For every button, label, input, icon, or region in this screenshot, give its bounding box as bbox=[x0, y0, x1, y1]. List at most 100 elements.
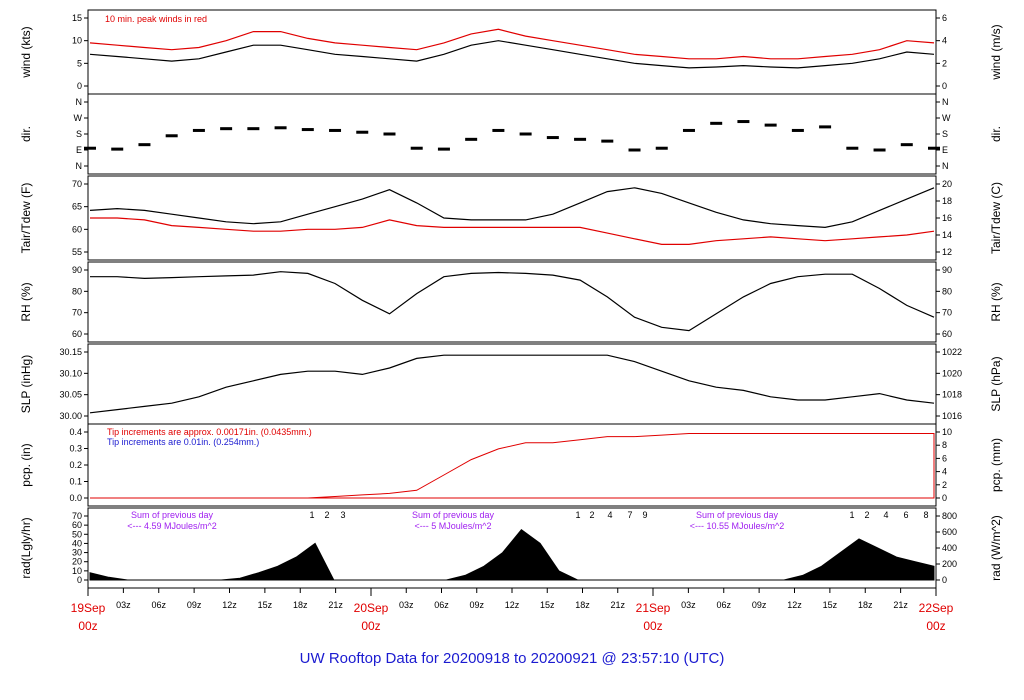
x-tick-label: 18z bbox=[293, 600, 308, 610]
dir-point bbox=[873, 148, 886, 152]
panel-frame bbox=[87, 9, 937, 95]
tick-label-left: 70 bbox=[72, 179, 82, 189]
ylabel-left: dir. bbox=[19, 126, 33, 142]
dir-point bbox=[274, 126, 287, 130]
dir-point bbox=[192, 128, 205, 132]
tick-label-left: 30.15 bbox=[59, 347, 82, 357]
tick-label-right: 8 bbox=[942, 440, 947, 450]
footer-title: UW Rooftop Data for 20200918 to 20200921… bbox=[299, 650, 725, 667]
tick-label-left: 70 bbox=[72, 308, 82, 318]
pcp-line bbox=[90, 433, 935, 499]
tick-label-right: 14 bbox=[942, 230, 952, 240]
hour-mark: 1 bbox=[849, 510, 854, 520]
dir-point bbox=[655, 146, 668, 150]
dir-point bbox=[737, 120, 750, 124]
hour-mark: 3 bbox=[340, 510, 345, 520]
tick-label-left: W bbox=[74, 113, 83, 123]
tick-label-left: 55 bbox=[72, 247, 82, 257]
x-tick-label: 09z bbox=[187, 600, 202, 610]
tick-label-right: W bbox=[942, 113, 951, 123]
ylabel-right: Tair/Tdew (C) bbox=[989, 182, 1003, 254]
tick-label-left: 0.2 bbox=[69, 460, 82, 470]
hour-mark: 1 bbox=[309, 510, 314, 520]
dir-point bbox=[710, 121, 723, 125]
tick-label-left: 10 bbox=[72, 36, 82, 46]
tick-label-right: E bbox=[942, 145, 948, 155]
series-line-0 bbox=[89, 187, 935, 229]
x-tick-label: 09z bbox=[752, 600, 767, 610]
series-line-0 bbox=[89, 40, 935, 69]
x-tick-label: 18z bbox=[858, 600, 873, 610]
hour-mark: 1 bbox=[575, 510, 580, 520]
panel-3: RH (%) RH (%) 60 70 80 90 60 70 80 90 bbox=[19, 261, 1003, 343]
tick-label-right: 18 bbox=[942, 196, 952, 206]
tick-label-left: 15 bbox=[72, 13, 82, 23]
tick-label-right: 12 bbox=[942, 247, 952, 257]
tick-label-right: 1018 bbox=[942, 390, 962, 400]
tick-label-left: 30.05 bbox=[59, 390, 82, 400]
x-tick-label: 09z bbox=[469, 600, 484, 610]
dir-point bbox=[791, 128, 804, 132]
dir-point bbox=[84, 146, 96, 150]
ylabel-left: wind (kts) bbox=[19, 26, 33, 78]
tick-label-right: 6 bbox=[942, 453, 947, 463]
tick-label-left: 0.3 bbox=[69, 444, 82, 454]
tick-label-right: 400 bbox=[942, 543, 957, 553]
tick-label-right: 4 bbox=[942, 36, 947, 46]
x-axis: 03z 06z 09z 12z 15z 18z 21z 03z 06z 09z 12z 15z 18z 2… bbox=[71, 588, 954, 633]
pcp-note-blue: Tip increments are 0.01in. (0.254mm.) bbox=[107, 437, 259, 447]
dir-point bbox=[329, 128, 342, 132]
tick-label-left: N bbox=[76, 161, 83, 171]
tick-label-right: 90 bbox=[942, 265, 952, 275]
x-tick-label: 06z bbox=[716, 600, 731, 610]
tick-label-right: 0 bbox=[942, 493, 947, 503]
tick-label-left: 0.1 bbox=[69, 477, 82, 487]
tick-label-right: 70 bbox=[942, 308, 952, 318]
dir-point bbox=[383, 132, 396, 136]
series-line-0 bbox=[89, 354, 935, 414]
tick-label-right: 2 bbox=[942, 480, 947, 490]
dir-point bbox=[900, 143, 913, 147]
x-tick-label: 12z bbox=[505, 600, 520, 610]
dir-point bbox=[301, 128, 314, 132]
tick-label-right: 2 bbox=[942, 58, 947, 68]
tick-label-left: E bbox=[76, 145, 82, 155]
ylabel-right: pcp. (mm) bbox=[989, 438, 1003, 492]
panel-frame bbox=[87, 343, 937, 425]
tick-label-right: 1020 bbox=[942, 368, 962, 378]
rad-sum-title: Sum of previous day bbox=[696, 510, 779, 520]
x-tick-label: 12z bbox=[787, 600, 802, 610]
panel-5: pcp. (in) pcp. (mm) 0.0 0.1 0.2 0.3 0.4 0 2 4 6 8 10… bbox=[19, 423, 1003, 507]
hour-mark: 2 bbox=[324, 510, 329, 520]
rad-area bbox=[89, 529, 935, 581]
dir-point bbox=[437, 147, 450, 151]
tick-label-right: 1016 bbox=[942, 411, 962, 421]
dir-point bbox=[574, 137, 587, 141]
tick-label-right: 4 bbox=[942, 467, 947, 477]
dir-point bbox=[410, 146, 423, 150]
tick-label-right: 0 bbox=[942, 81, 947, 91]
dir-point bbox=[247, 127, 260, 131]
tick-label-left: S bbox=[76, 129, 82, 139]
tick-label-left: 30.00 bbox=[59, 411, 82, 421]
tick-label-left: 0.0 bbox=[69, 493, 82, 503]
day-label-time: 00z bbox=[361, 619, 380, 633]
day-label-date: 20Sep bbox=[354, 601, 389, 615]
hour-mark: 4 bbox=[607, 510, 612, 520]
tick-label-right: 60 bbox=[942, 329, 952, 339]
tick-label-right: 16 bbox=[942, 213, 952, 223]
x-tick-label: 06z bbox=[151, 600, 166, 610]
dir-point bbox=[111, 147, 124, 151]
panel-note: 10 min. peak winds in red bbox=[105, 14, 207, 24]
dir-point bbox=[928, 146, 940, 150]
ylabel-right: SLP (hPa) bbox=[989, 356, 1003, 411]
dir-point bbox=[492, 128, 505, 132]
hour-mark: 2 bbox=[864, 510, 869, 520]
tick-label-left: 65 bbox=[72, 202, 82, 212]
panel-2: Tair/Tdew (F) Tair/Tdew (C) 55 60 65 70 12 14 16… bbox=[19, 175, 1003, 261]
tick-label-left: 0.4 bbox=[69, 427, 82, 437]
tick-label-right: 200 bbox=[942, 559, 957, 569]
x-tick-label: 15z bbox=[258, 600, 273, 610]
ylabel-right: RH (%) bbox=[989, 282, 1003, 321]
